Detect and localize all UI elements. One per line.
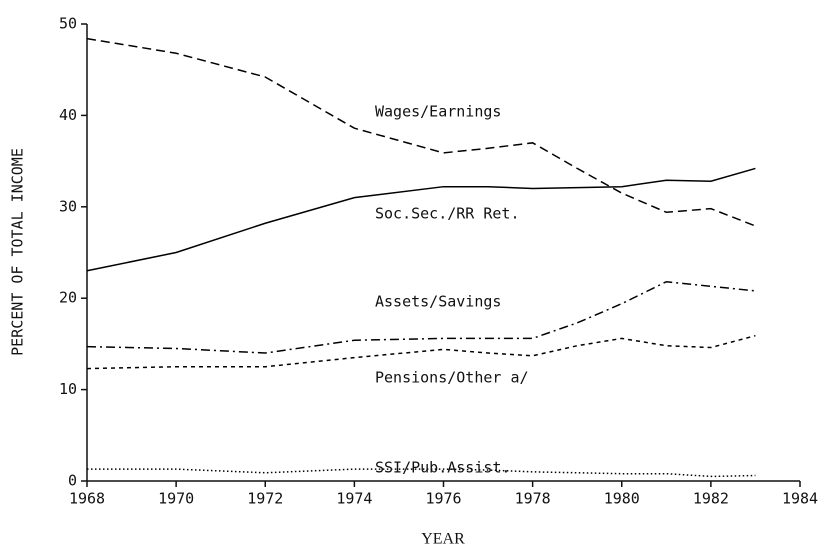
series-label: Wages/Earnings (375, 103, 501, 121)
x-tick-label: 1972 (247, 490, 283, 508)
y-tick-label: 20 (59, 289, 77, 307)
x-tick-label: 1968 (69, 490, 105, 508)
x-tick-label: 1980 (604, 490, 640, 508)
x-tick-label: 1970 (158, 490, 194, 508)
y-tick-label: 10 (59, 380, 77, 398)
x-tick-label: 1978 (515, 490, 551, 508)
series-label: Soc.Sec./RR Ret. (375, 205, 520, 223)
series-line (86, 37, 756, 227)
x-tick-label: 1982 (693, 490, 729, 508)
series-label: SSI/Pub.Assist. (375, 459, 510, 477)
y-tick-label: 40 (59, 106, 77, 124)
x-tick-label: 1984 (782, 490, 818, 508)
y-tick-label: 50 (59, 15, 77, 33)
y-tick-label: 0 (68, 472, 77, 490)
x-tick-label: 1974 (336, 490, 372, 508)
y-axis-label: PERCENT OF TOTAL INCOME (9, 148, 27, 356)
series-label: Pensions/Other a/ (375, 369, 529, 387)
series-line (86, 167, 756, 272)
series-line (86, 334, 756, 370)
x-axis-label: YEAR (421, 531, 465, 548)
series-line (86, 280, 756, 354)
series-label: Assets/Savings (375, 293, 501, 311)
y-tick-label: 30 (59, 197, 77, 215)
x-tick-label: 1976 (425, 490, 461, 508)
